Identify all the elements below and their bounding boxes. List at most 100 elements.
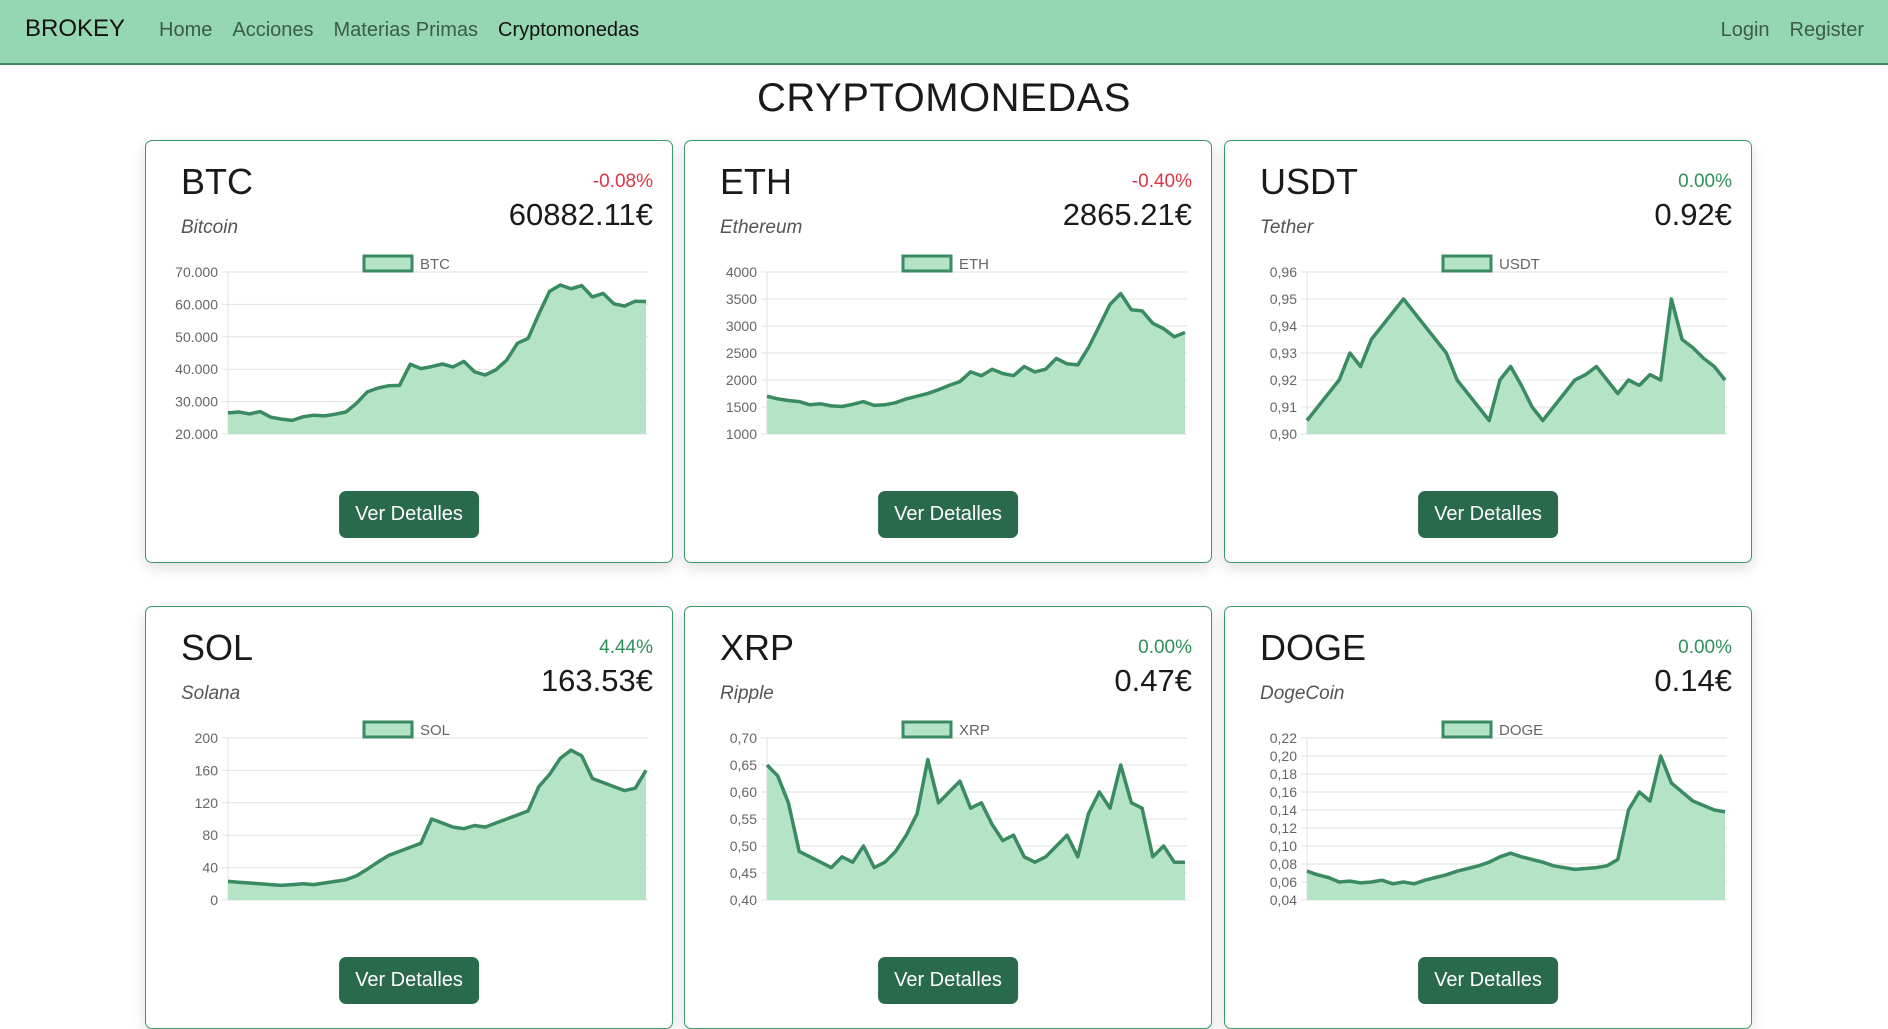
crypto-symbol: USDT bbox=[1260, 161, 1358, 202]
price-change: 0.00% bbox=[1678, 637, 1732, 658]
y-tick-label: 0,50 bbox=[730, 838, 757, 854]
crypto-name: DogeCoin bbox=[1260, 683, 1345, 704]
series-area bbox=[767, 759, 1185, 900]
series-line bbox=[766, 291, 1186, 409]
y-tick-label: 30.000 bbox=[175, 394, 218, 410]
page-title: CRYPTOMONEDAS bbox=[757, 76, 1131, 120]
series-area bbox=[1307, 299, 1725, 434]
y-tick-label: 0,70 bbox=[730, 730, 757, 746]
crypto-name: Ethereum bbox=[720, 217, 803, 238]
y-tick-label: 0,94 bbox=[1270, 318, 1297, 334]
series-line bbox=[1305, 297, 1727, 423]
series-area bbox=[228, 750, 646, 900]
legend-label: USDT bbox=[1499, 256, 1540, 273]
y-tick-label: 80 bbox=[202, 827, 218, 843]
y-tick-label: 50.000 bbox=[175, 329, 218, 345]
ver-detalles-button[interactable]: Ver Detalles bbox=[878, 491, 1018, 538]
crypto-name: Bitcoin bbox=[181, 217, 239, 238]
legend-label: ETH bbox=[959, 256, 989, 273]
navbar: BROKEY Home Acciones Materias Primas Cry… bbox=[0, 0, 1888, 65]
y-tick-label: 0,04 bbox=[1270, 892, 1297, 908]
nav-links: Home Acciones Materias Primas Cryptomone… bbox=[159, 19, 659, 42]
y-tick-label: 0,20 bbox=[1270, 748, 1297, 764]
price-change: 0.00% bbox=[1678, 171, 1732, 192]
crypto-price: 2865.21€ bbox=[1062, 197, 1192, 232]
price-change: 0.00% bbox=[1138, 637, 1192, 658]
brand-link[interactable]: BROKEY bbox=[25, 15, 126, 42]
y-tick-label: 60.000 bbox=[175, 296, 218, 312]
y-tick-label: 0 bbox=[210, 892, 218, 908]
y-tick-label: 0,40 bbox=[730, 892, 757, 908]
nav-link-home[interactable]: Home bbox=[159, 19, 213, 41]
crypto-card-usdt: USDT Tether 0.00% 0.92€ 0,90 0,91 0,92 0,93… bbox=[1224, 140, 1752, 563]
y-tick-label: 3000 bbox=[726, 318, 757, 334]
y-tick-label: 0,45 bbox=[730, 865, 757, 881]
y-tick-label: 0,10 bbox=[1270, 838, 1297, 854]
legend-swatch bbox=[901, 254, 953, 273]
y-tick-label: 2000 bbox=[726, 372, 757, 388]
series-area bbox=[1307, 756, 1725, 900]
y-tick-label: 0,91 bbox=[1270, 399, 1297, 415]
y-tick-label: 0,14 bbox=[1270, 802, 1297, 818]
y-tick-label: 3500 bbox=[726, 291, 757, 307]
crypto-price: 0.47€ bbox=[1114, 663, 1192, 698]
legend-swatch bbox=[1441, 254, 1493, 273]
price-chart: 0,40 0,45 0,50 0,55 0,60 0,65 0,70 XRP bbox=[730, 720, 1187, 908]
ver-detalles-button[interactable]: Ver Detalles bbox=[1418, 957, 1558, 1004]
price-chart: 0 40 80 120 160 200 SOL bbox=[195, 720, 648, 908]
legend-swatch bbox=[362, 720, 414, 739]
price-chart: 0,04 0,06 0,08 0,10 0,12 0,14 0,16 0,18 0,20 0,22… bbox=[1270, 720, 1727, 908]
price-chart: 0,90 0,91 0,92 0,93 0,94 0,95 0,96 USDT bbox=[1270, 254, 1727, 442]
crypto-price: 0.92€ bbox=[1654, 197, 1732, 232]
legend-label: BTC bbox=[420, 256, 450, 273]
legend-label: XRP bbox=[959, 722, 990, 739]
ver-detalles-button[interactable]: Ver Detalles bbox=[1418, 491, 1558, 538]
crypto-card-btc: BTC Bitcoin -0.08% 60882.11€ 20.000 30.00… bbox=[145, 140, 673, 563]
crypto-name: Tether bbox=[1260, 217, 1314, 238]
nav-link-acciones[interactable]: Acciones bbox=[232, 19, 314, 41]
y-tick-label: 0,18 bbox=[1270, 766, 1297, 782]
ver-detalles-button[interactable]: Ver Detalles bbox=[339, 491, 479, 538]
nav-link-materias-primas[interactable]: Materias Primas bbox=[333, 19, 478, 41]
crypto-symbol: ETH bbox=[720, 161, 792, 202]
y-tick-label: 0,96 bbox=[1270, 264, 1297, 280]
y-tick-label: 70.000 bbox=[175, 264, 218, 280]
y-tick-label: 1000 bbox=[726, 426, 757, 442]
legend-label: SOL bbox=[420, 722, 450, 739]
ver-detalles-button[interactable]: Ver Detalles bbox=[878, 957, 1018, 1004]
crypto-symbol: BTC bbox=[181, 161, 253, 202]
y-tick-label: 40.000 bbox=[175, 361, 218, 377]
y-tick-label: 0,06 bbox=[1270, 874, 1297, 890]
y-tick-label: 160 bbox=[195, 762, 219, 778]
login-link[interactable]: Login bbox=[1720, 19, 1770, 41]
price-chart: 20.000 30.000 40.000 50.000 60.000 70.000 BTC bbox=[175, 254, 648, 442]
y-tick-label: 20.000 bbox=[175, 426, 218, 442]
y-tick-label: 0,55 bbox=[730, 811, 757, 827]
crypto-card-doge: DOGE DogeCoin 0.00% 0.14€ 0,04 0,06 0,08 0,… bbox=[1224, 606, 1752, 1029]
y-tick-label: 120 bbox=[195, 795, 219, 811]
price-chart: 1000 1500 2000 2500 3000 3500 4000 ETH bbox=[726, 254, 1187, 442]
price-change: -0.08% bbox=[592, 171, 653, 192]
legend-swatch bbox=[901, 720, 953, 739]
y-tick-label: 0,95 bbox=[1270, 291, 1297, 307]
nav-link-cryptomonedas[interactable]: Cryptomonedas bbox=[498, 19, 640, 41]
crypto-price: 0.14€ bbox=[1654, 663, 1732, 698]
crypto-price: 163.53€ bbox=[540, 663, 653, 698]
y-tick-label: 0,65 bbox=[730, 757, 757, 773]
crypto-name: Solana bbox=[181, 683, 241, 704]
y-tick-label: 40 bbox=[202, 860, 218, 876]
series-line bbox=[227, 748, 648, 888]
y-tick-label: 0,08 bbox=[1270, 856, 1297, 872]
register-link[interactable]: Register bbox=[1789, 19, 1864, 41]
series-line bbox=[765, 757, 1185, 870]
crypto-card-sol: SOL Solana 4.44% 163.53€ 0 40 80 120 160 200 S… bbox=[145, 606, 673, 1029]
ver-detalles-button[interactable]: Ver Detalles bbox=[339, 957, 479, 1004]
y-tick-label: 0,93 bbox=[1270, 345, 1297, 361]
price-change: 4.44% bbox=[599, 637, 653, 658]
y-tick-label: 1500 bbox=[726, 399, 757, 415]
crypto-symbol: SOL bbox=[181, 627, 254, 668]
series-area bbox=[767, 293, 1185, 434]
y-tick-label: 2500 bbox=[726, 345, 757, 361]
y-tick-label: 0,92 bbox=[1270, 372, 1297, 388]
series-area bbox=[228, 285, 646, 434]
